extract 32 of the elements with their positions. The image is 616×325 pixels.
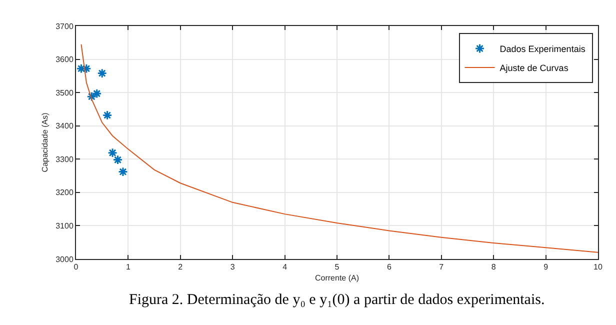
x-tick-label: 6 [386, 262, 392, 272]
x-tick-label: 8 [491, 262, 496, 272]
point [92, 88, 102, 99]
text: Figura 2. Determinação de y₀ e y₁(0) a partir de dados experimentais. [129, 292, 545, 308]
x-tick-label: 9 [544, 262, 549, 272]
y-tick-label: 3500 [56, 88, 74, 98]
x-tick-label: 7 [439, 262, 444, 272]
line-series [80, 44, 598, 253]
y-tick-label: 3000 [56, 254, 74, 264]
point [118, 166, 128, 177]
x-tick-label: 0 [74, 262, 79, 272]
legend-label: Dados Experimentais [500, 44, 586, 54]
point [112, 154, 123, 165]
x-tick-label: 10 [594, 262, 603, 272]
y-axis-title: Capacidade (As) [40, 112, 50, 172]
point [102, 110, 112, 120]
x-tick-label: 5 [334, 262, 340, 272]
x-tick-label: 3 [230, 262, 236, 272]
y-tick-label: 3600 [56, 55, 74, 64]
x-tick-label: 4 [282, 262, 288, 272]
y-tick-label: 3400 [56, 122, 74, 131]
y-tick-label: 3300 [56, 154, 74, 164]
y-tick-label: 3100 [56, 222, 74, 231]
y-tick-label: 3200 [56, 188, 74, 198]
point [108, 148, 118, 158]
point [97, 68, 108, 78]
y-tick-label: 3700 [56, 22, 74, 31]
point [86, 92, 97, 102]
x-tick-label: 1 [126, 262, 131, 272]
x-tick-label: 2 [178, 262, 184, 272]
x-axis-title: Corrente (A) [314, 274, 360, 283]
legend-label: Ajuste de Curvas [500, 63, 569, 73]
